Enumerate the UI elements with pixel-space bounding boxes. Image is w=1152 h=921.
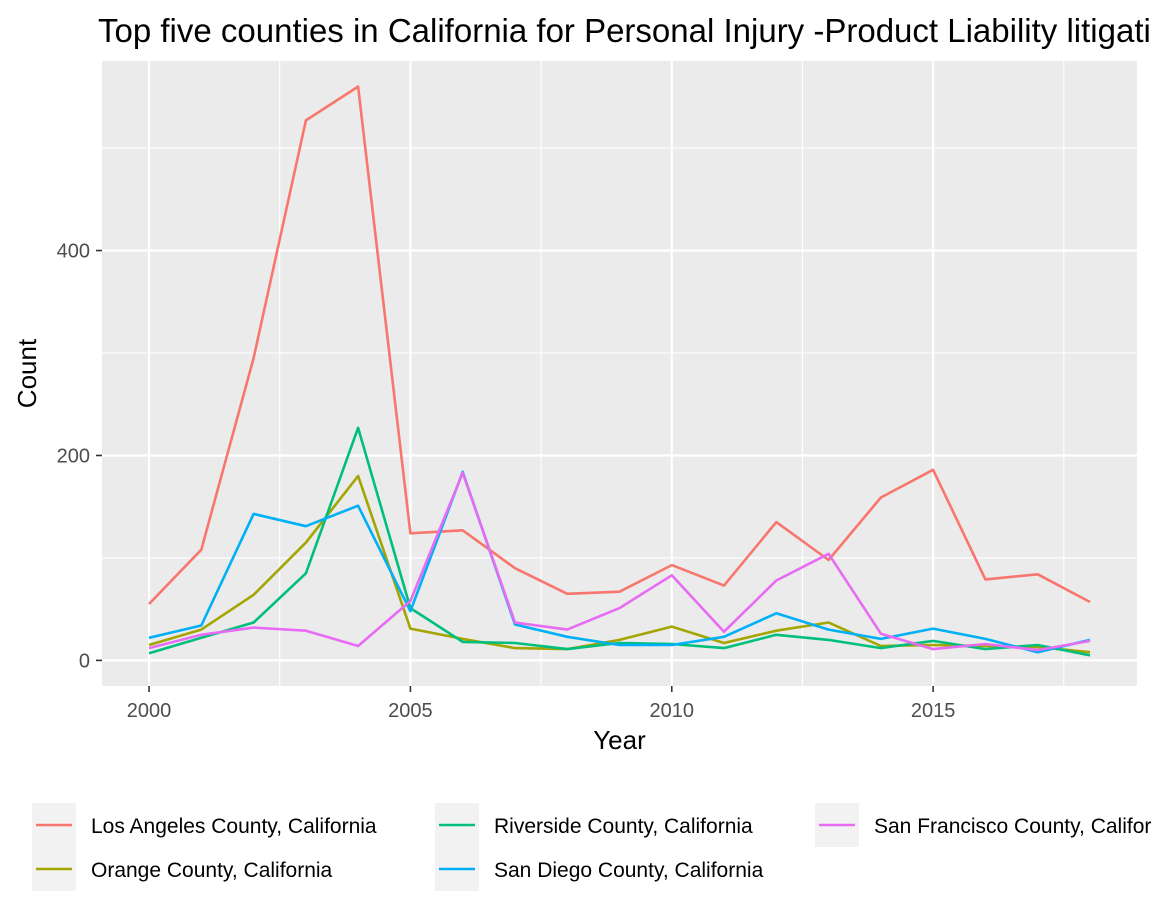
series-line (148, 471, 1091, 652)
y-axis: 0 200 400 (57, 241, 102, 672)
x-tick-label: 2015 (911, 700, 956, 722)
x-tick-label: 2000 (127, 700, 172, 722)
minor-gridlines (102, 61, 1137, 686)
series-line (148, 470, 1091, 654)
legend-label: San Diego County, California (494, 859, 764, 882)
x-tick-label: 2010 (650, 700, 695, 722)
y-tick-label: 200 (57, 445, 90, 467)
series-line (148, 85, 1091, 605)
series-lines (148, 85, 1091, 657)
series-line (148, 474, 1091, 654)
legend: Los Angeles County, California Riverside … (32, 803, 1152, 891)
x-axis-title: Year (593, 725, 646, 755)
legend-label: Riverside County, California (494, 815, 753, 838)
y-axis-title: Count (12, 338, 42, 408)
series-line (148, 426, 1091, 657)
legend-label: Orange County, California (91, 859, 333, 882)
y-tick-label: 400 (57, 241, 90, 263)
major-gridlines (102, 61, 1137, 686)
chart-title: Top five counties in California for Pers… (98, 12, 1152, 49)
legend-label: Los Angeles County, California (91, 815, 377, 838)
x-axis: 2000 2005 2010 2015 (127, 686, 956, 722)
x-tick-label: 2005 (388, 700, 433, 722)
y-tick-label: 0 (79, 650, 90, 672)
legend-label: San Francisco County, California (874, 815, 1152, 838)
plot-panel (102, 61, 1137, 686)
